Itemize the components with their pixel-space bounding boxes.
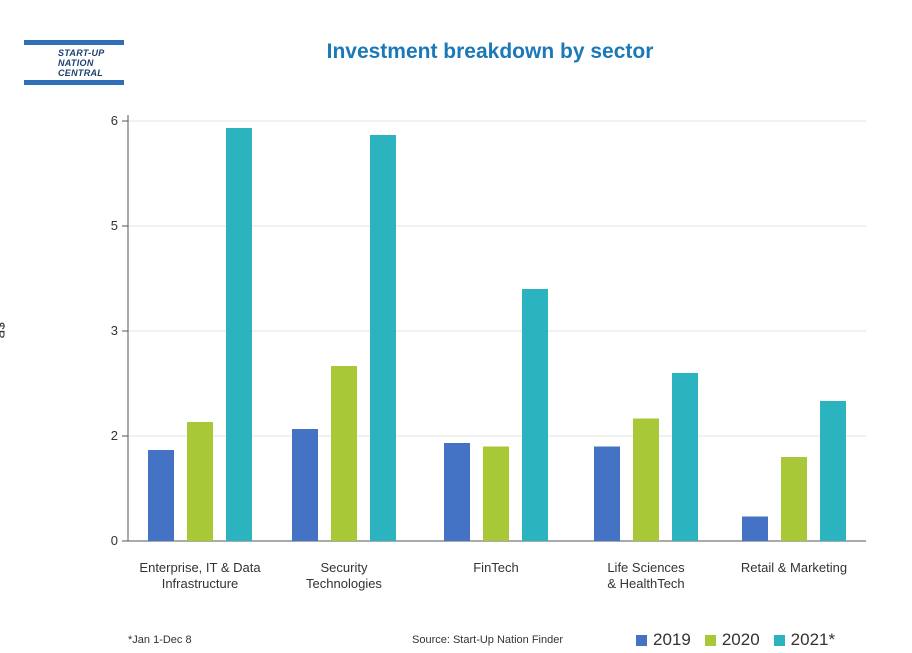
- y-tick-label: 2: [111, 428, 118, 443]
- start-up-nation-central-logo: START-UP NATION CENTRAL: [24, 40, 124, 86]
- legend-item-2021: 2021*: [773, 630, 836, 650]
- x-tick-label: Retail & Marketing: [741, 560, 847, 575]
- legend-swatch-2019: [636, 634, 647, 646]
- y-tick-label: 5: [111, 218, 118, 233]
- logo-bar-top: [24, 40, 124, 45]
- footnote: *Jan 1-Dec 8: [128, 634, 192, 646]
- logo-line-1: START-UP: [58, 48, 105, 58]
- bar-2021-4: [820, 401, 846, 541]
- bar-2020-0: [187, 422, 213, 541]
- logo-line-3: CENTRAL: [58, 68, 104, 78]
- bar-2019-1: [292, 429, 318, 541]
- bar-2019-2: [444, 443, 470, 541]
- x-tick-label: Security: [321, 560, 368, 575]
- x-tick-label: Enterprise, IT & Data: [139, 560, 261, 575]
- legend-label-2020: 2020: [721, 630, 760, 649]
- y-tick-label: 0: [111, 533, 118, 548]
- bar-2019-0: [148, 450, 174, 541]
- bar-2021-0: [226, 128, 252, 541]
- legend-label-2021: 2021*: [790, 630, 836, 649]
- logo-bar-bottom: [24, 80, 124, 85]
- x-tick-label: & HealthTech: [607, 576, 684, 591]
- x-tick-label: Infrastructure: [162, 576, 239, 591]
- logo-line-2: NATION: [58, 58, 94, 68]
- bar-2019-3: [594, 446, 620, 541]
- x-tick-label: Technologies: [306, 576, 382, 591]
- bar-2021-2: [522, 289, 548, 541]
- y-tick-label: 3: [111, 323, 118, 338]
- bar-2020-2: [483, 446, 509, 541]
- bar-2020-3: [633, 418, 659, 541]
- bar-2020-4: [781, 457, 807, 541]
- bar-2020-1: [331, 366, 357, 541]
- bar-2021-1: [370, 135, 396, 541]
- chart-title: Investment breakdown by sector: [326, 40, 654, 63]
- source-note: Source: Start-Up Nation Finder: [412, 634, 564, 646]
- x-tick-label: Life Sciences: [607, 560, 685, 575]
- logo-text: START-UP NATION CENTRAL: [58, 48, 105, 78]
- legend: 2019 2020 2021*: [636, 630, 835, 650]
- legend-item-2020: 2020: [704, 630, 760, 650]
- legend-swatch-2021: [773, 634, 785, 646]
- legend-label-2019: 2019: [653, 630, 691, 649]
- legend-swatch-2020: [704, 634, 716, 646]
- bar-2021-3: [672, 373, 698, 541]
- x-tick-label: FinTech: [473, 560, 519, 575]
- bar-2019-4: [742, 516, 768, 541]
- legend-item-2019: 2019: [636, 630, 691, 650]
- y-tick-label: 6: [111, 113, 118, 128]
